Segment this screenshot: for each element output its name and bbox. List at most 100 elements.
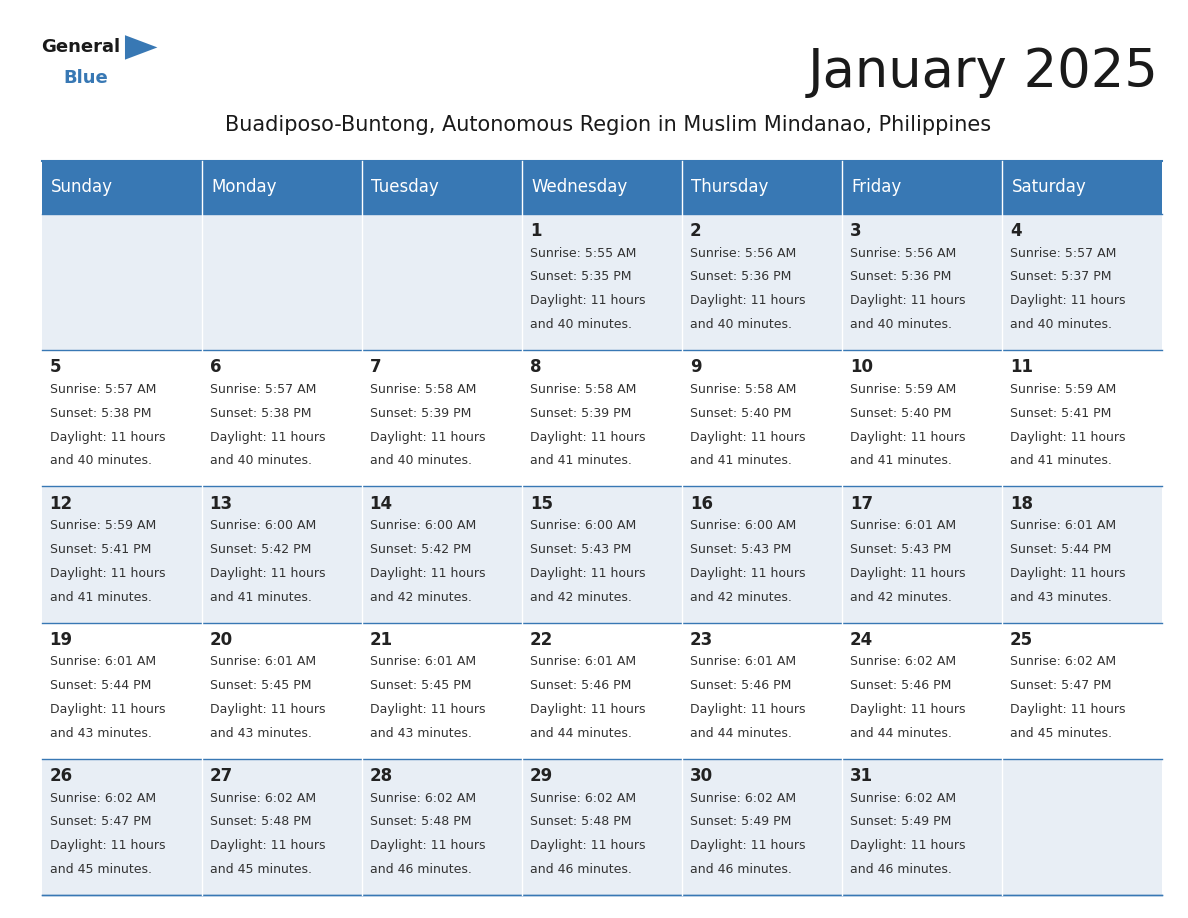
Text: Sunrise: 5:59 AM: Sunrise: 5:59 AM <box>1010 383 1116 396</box>
Text: 30: 30 <box>690 767 713 785</box>
Text: and 43 minutes.: and 43 minutes. <box>209 727 311 740</box>
Text: Sunset: 5:48 PM: Sunset: 5:48 PM <box>369 815 472 828</box>
Text: and 43 minutes.: and 43 minutes. <box>1010 590 1112 603</box>
Text: Sunrise: 6:02 AM: Sunrise: 6:02 AM <box>530 791 636 804</box>
Text: Sunrise: 5:57 AM: Sunrise: 5:57 AM <box>209 383 316 396</box>
Text: and 46 minutes.: and 46 minutes. <box>690 863 791 876</box>
Text: Daylight: 11 hours: Daylight: 11 hours <box>690 566 805 580</box>
Text: Sunset: 5:43 PM: Sunset: 5:43 PM <box>530 543 631 556</box>
Text: Sunrise: 6:02 AM: Sunrise: 6:02 AM <box>209 791 316 804</box>
Text: and 40 minutes.: and 40 minutes. <box>369 454 472 467</box>
Text: and 45 minutes.: and 45 minutes. <box>50 863 152 876</box>
Text: and 44 minutes.: and 44 minutes. <box>530 727 632 740</box>
Bar <box>682 487 842 622</box>
Bar <box>202 487 361 622</box>
Text: Daylight: 11 hours: Daylight: 11 hours <box>1010 566 1125 580</box>
Text: Daylight: 11 hours: Daylight: 11 hours <box>849 431 966 443</box>
Bar <box>522 487 682 622</box>
Text: Daylight: 11 hours: Daylight: 11 hours <box>530 703 645 716</box>
Text: Sunset: 5:38 PM: Sunset: 5:38 PM <box>50 407 151 420</box>
Text: 1: 1 <box>530 222 542 241</box>
Text: Sunset: 5:38 PM: Sunset: 5:38 PM <box>209 407 311 420</box>
Text: 6: 6 <box>209 358 221 376</box>
Text: Sunrise: 6:02 AM: Sunrise: 6:02 AM <box>690 791 796 804</box>
Bar <box>1001 759 1162 895</box>
Bar <box>361 350 522 487</box>
Bar <box>361 161 522 214</box>
Bar <box>522 622 682 759</box>
Text: and 42 minutes.: and 42 minutes. <box>369 590 472 603</box>
Text: and 41 minutes.: and 41 minutes. <box>209 590 311 603</box>
Text: 25: 25 <box>1010 631 1032 649</box>
Text: Sunset: 5:44 PM: Sunset: 5:44 PM <box>50 679 151 692</box>
Text: Sunset: 5:43 PM: Sunset: 5:43 PM <box>849 543 952 556</box>
Text: 19: 19 <box>50 631 72 649</box>
Text: January 2025: January 2025 <box>808 46 1158 98</box>
Text: Daylight: 11 hours: Daylight: 11 hours <box>530 566 645 580</box>
Text: and 40 minutes.: and 40 minutes. <box>209 454 311 467</box>
Text: and 42 minutes.: and 42 minutes. <box>690 590 791 603</box>
Text: 9: 9 <box>690 358 701 376</box>
Text: Sunrise: 6:01 AM: Sunrise: 6:01 AM <box>50 655 156 668</box>
Text: Sunrise: 6:01 AM: Sunrise: 6:01 AM <box>369 655 475 668</box>
Text: and 42 minutes.: and 42 minutes. <box>849 590 952 603</box>
Text: Monday: Monday <box>211 178 277 196</box>
Text: and 42 minutes.: and 42 minutes. <box>530 590 632 603</box>
Text: and 45 minutes.: and 45 minutes. <box>209 863 311 876</box>
Text: 10: 10 <box>849 358 873 376</box>
Text: Sunset: 5:44 PM: Sunset: 5:44 PM <box>1010 543 1111 556</box>
Text: 21: 21 <box>369 631 393 649</box>
Text: Daylight: 11 hours: Daylight: 11 hours <box>369 566 485 580</box>
Text: Sunrise: 5:58 AM: Sunrise: 5:58 AM <box>530 383 636 396</box>
Text: 23: 23 <box>690 631 713 649</box>
Bar <box>202 759 361 895</box>
Text: Sunrise: 6:00 AM: Sunrise: 6:00 AM <box>369 519 476 532</box>
Bar <box>202 161 361 214</box>
Text: Thursday: Thursday <box>691 178 769 196</box>
Bar <box>42 214 202 350</box>
Text: Sunrise: 6:02 AM: Sunrise: 6:02 AM <box>849 791 956 804</box>
Text: 13: 13 <box>209 495 233 512</box>
Text: Daylight: 11 hours: Daylight: 11 hours <box>690 839 805 852</box>
Text: Sunrise: 6:02 AM: Sunrise: 6:02 AM <box>369 791 475 804</box>
Text: and 45 minutes.: and 45 minutes. <box>1010 727 1112 740</box>
Text: Sunset: 5:42 PM: Sunset: 5:42 PM <box>369 543 470 556</box>
Text: Daylight: 11 hours: Daylight: 11 hours <box>209 839 326 852</box>
Text: Sunset: 5:43 PM: Sunset: 5:43 PM <box>690 543 791 556</box>
Text: Buadiposo-Buntong, Autonomous Region in Muslim Mindanao, Philippines: Buadiposo-Buntong, Autonomous Region in … <box>226 115 991 135</box>
Text: 26: 26 <box>50 767 72 785</box>
Text: Sunrise: 5:56 AM: Sunrise: 5:56 AM <box>849 247 956 260</box>
Text: and 44 minutes.: and 44 minutes. <box>690 727 791 740</box>
Text: 24: 24 <box>849 631 873 649</box>
Text: Sunrise: 6:02 AM: Sunrise: 6:02 AM <box>1010 655 1116 668</box>
Text: Sunset: 5:41 PM: Sunset: 5:41 PM <box>1010 407 1111 420</box>
Text: Daylight: 11 hours: Daylight: 11 hours <box>849 703 966 716</box>
Text: Sunset: 5:37 PM: Sunset: 5:37 PM <box>1010 271 1111 284</box>
Text: 15: 15 <box>530 495 552 512</box>
Bar <box>842 487 1001 622</box>
Bar <box>682 759 842 895</box>
Text: Sunset: 5:35 PM: Sunset: 5:35 PM <box>530 271 631 284</box>
Text: Daylight: 11 hours: Daylight: 11 hours <box>1010 431 1125 443</box>
Text: Daylight: 11 hours: Daylight: 11 hours <box>849 839 966 852</box>
Text: Daylight: 11 hours: Daylight: 11 hours <box>690 703 805 716</box>
Polygon shape <box>125 35 157 60</box>
Text: Sunset: 5:40 PM: Sunset: 5:40 PM <box>849 407 952 420</box>
Bar <box>842 214 1001 350</box>
Text: Daylight: 11 hours: Daylight: 11 hours <box>369 839 485 852</box>
Text: Sunrise: 5:57 AM: Sunrise: 5:57 AM <box>50 383 156 396</box>
Text: Sunrise: 6:01 AM: Sunrise: 6:01 AM <box>690 655 796 668</box>
Bar <box>842 759 1001 895</box>
Text: Sunset: 5:49 PM: Sunset: 5:49 PM <box>849 815 952 828</box>
Bar <box>1001 350 1162 487</box>
Bar <box>361 487 522 622</box>
Text: Sunrise: 5:59 AM: Sunrise: 5:59 AM <box>849 383 956 396</box>
Text: Daylight: 11 hours: Daylight: 11 hours <box>209 431 326 443</box>
Text: 2: 2 <box>690 222 701 241</box>
Text: and 41 minutes.: and 41 minutes. <box>1010 454 1112 467</box>
Bar <box>682 214 842 350</box>
Text: 14: 14 <box>369 495 393 512</box>
Bar <box>842 350 1001 487</box>
Bar <box>1001 214 1162 350</box>
Text: Sunset: 5:39 PM: Sunset: 5:39 PM <box>530 407 631 420</box>
